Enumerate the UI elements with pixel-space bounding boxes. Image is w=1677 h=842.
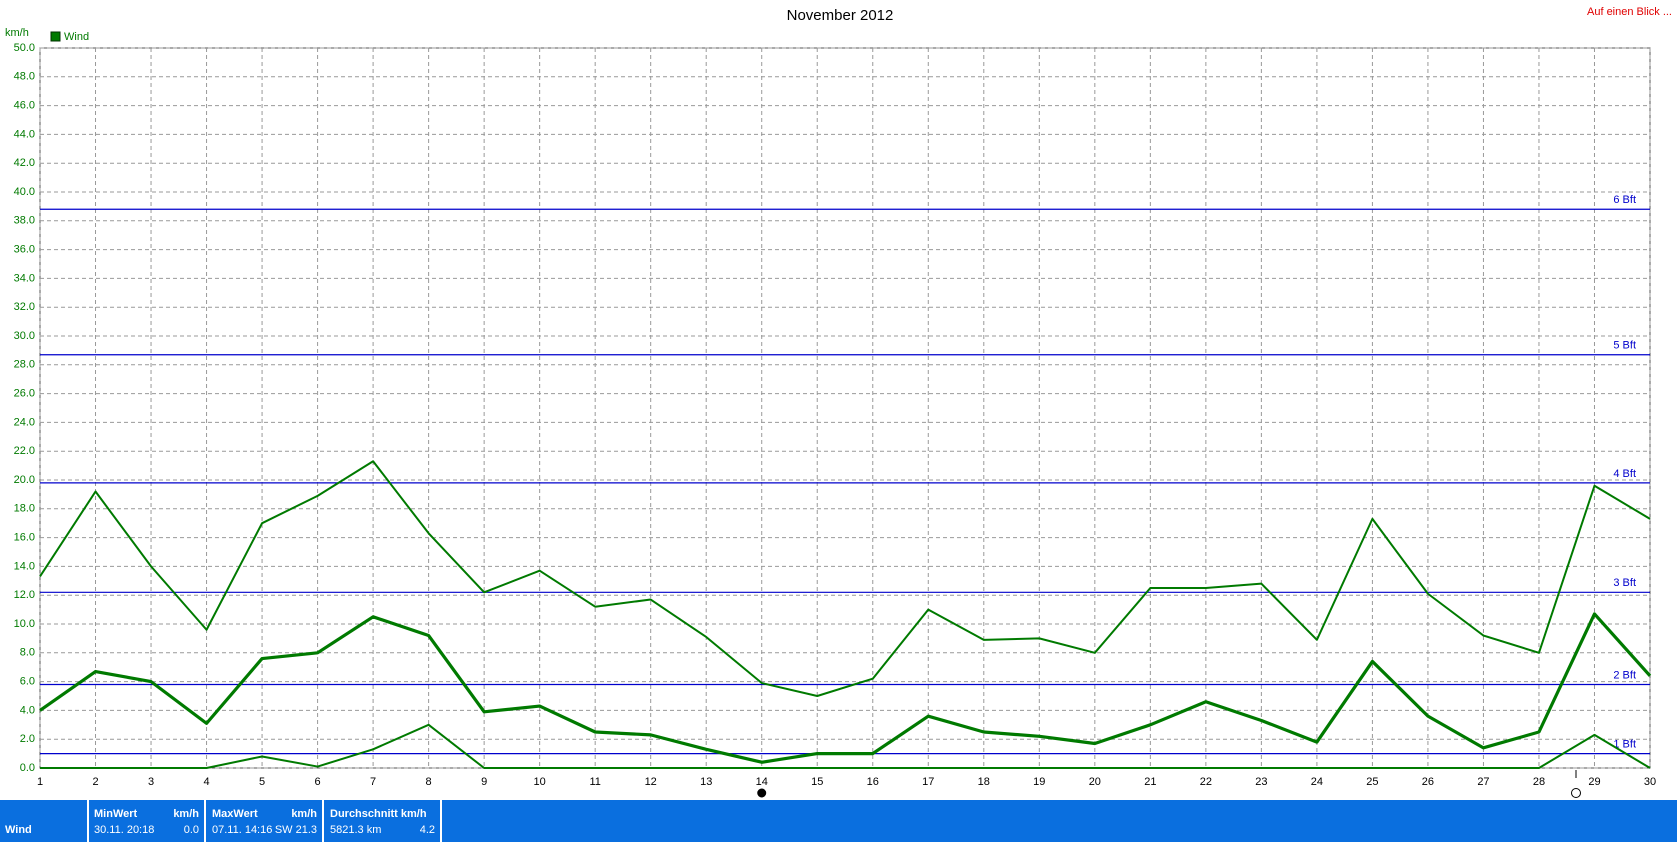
x-tick-label: 3: [148, 776, 154, 788]
y-unit: km/h: [5, 27, 29, 39]
x-tick-label: 16: [867, 776, 879, 788]
reference-label: 4 Bft: [1613, 468, 1636, 480]
y-tick-label: 32.0: [14, 301, 35, 313]
x-tick-label: 11: [589, 776, 600, 788]
x-tick-label: 27: [1477, 776, 1489, 788]
x-tick-label: 25: [1366, 776, 1378, 788]
summary-min-value: 0.0: [184, 824, 199, 836]
x-tick-label: 24: [1311, 776, 1323, 788]
y-tick-label: 46.0: [14, 100, 35, 112]
summary-avg-distance: 5821.3 km: [330, 824, 381, 836]
summary-max-title: MaxWert: [212, 808, 258, 820]
x-tick-label: 29: [1588, 776, 1600, 788]
wind-line: [40, 723, 1651, 769]
y-tick-label: 0.0: [20, 762, 35, 774]
x-tick-label: 12: [645, 776, 657, 788]
summary-label: Wind: [5, 824, 32, 836]
y-tick-label: 22.0: [14, 445, 35, 457]
plot-frame: [39, 47, 1651, 769]
x-tick-label: 1: [37, 776, 43, 788]
x-tick-label: 9: [481, 776, 487, 788]
y-tick-label: 38.0: [14, 215, 35, 227]
x-tick-label: 10: [534, 776, 546, 788]
reference-label: 5 Bft: [1613, 340, 1636, 352]
legend-swatch: [50, 31, 61, 42]
y-tick-label: 24.0: [14, 416, 35, 428]
x-tick-label: 17: [922, 776, 934, 788]
x-tick-label: 22: [1200, 776, 1212, 788]
x-tick-label: 8: [426, 776, 432, 788]
y-tick-label: 12.0: [14, 589, 35, 601]
summary-avg-value: 4.2: [420, 824, 435, 836]
summary-separators: [87, 800, 442, 842]
y-tick-label: 36.0: [14, 244, 35, 256]
moon-icon: [1571, 788, 1581, 798]
overview-link[interactable]: Auf einen Blick ...: [1587, 6, 1672, 18]
summary-max-value: SW 21.3: [275, 824, 317, 836]
y-tick-label: 2.0: [20, 733, 35, 745]
x-tick-label: 15: [811, 776, 823, 788]
x-tick-label: 26: [1422, 776, 1434, 788]
x-tick-label: 7: [370, 776, 376, 788]
moon-icon: [757, 788, 767, 798]
reference-label: 2 Bft: [1613, 669, 1636, 681]
x-tick-label: 5: [259, 776, 265, 788]
y-tick-label: 18.0: [14, 503, 35, 515]
summary-max-unit: km/h: [291, 808, 317, 820]
y-tick-label: 34.0: [14, 272, 35, 284]
reference-label: 3 Bft: [1613, 577, 1636, 589]
summary-min-when: 30.11. 20:18: [94, 824, 154, 836]
x-tick-label: 14: [756, 776, 768, 788]
x-tick-label: 13: [700, 776, 712, 788]
x-tick-label: 23: [1255, 776, 1267, 788]
y-tick-label: 40.0: [14, 186, 35, 198]
summary-bar: [0, 800, 1677, 842]
wind-line: [39, 612, 1652, 764]
summary-min-title: MinWert: [94, 808, 138, 820]
x-tick-label: 18: [978, 776, 990, 788]
y-tick-label: 44.0: [14, 128, 35, 140]
summary-min-unit: km/h: [173, 808, 199, 820]
y-tick-label: 26.0: [14, 388, 35, 400]
y-tick-label: 28.0: [14, 359, 35, 371]
summary-avg-title: Durchschnitt km/h: [330, 808, 427, 820]
y-tick-label: 8.0: [20, 647, 35, 659]
reference-label: 1 Bft: [1613, 739, 1636, 751]
wind-line: [39, 460, 1651, 697]
x-tick-label: 19: [1033, 776, 1045, 788]
summary-max-when: 07.11. 14:16: [212, 824, 272, 836]
y-tick-label: 14.0: [14, 560, 35, 572]
y-tick-label: 16.0: [14, 532, 35, 544]
y-tick-label: 10.0: [14, 618, 35, 630]
x-tick-label: 20: [1089, 776, 1101, 788]
x-tick-label: 4: [203, 776, 209, 788]
y-tick-label: 50.0: [14, 42, 35, 54]
x-tick-label: 2: [92, 776, 98, 788]
x-tick-label: 21: [1144, 776, 1156, 788]
legend-label: Wind: [64, 31, 89, 43]
reference-label: 6 Bft: [1613, 194, 1636, 206]
chart-title: November 2012: [787, 7, 894, 24]
x-tick-label: 28: [1533, 776, 1545, 788]
y-tick-label: 48.0: [14, 71, 35, 83]
y-tick-label: 30.0: [14, 330, 35, 342]
y-tick-label: 42.0: [14, 157, 35, 169]
y-tick-label: 20.0: [14, 474, 35, 486]
y-tick-label: 4.0: [20, 704, 35, 716]
x-tick-label: 6: [315, 776, 321, 788]
x-tick-label: 30: [1644, 776, 1656, 788]
y-tick-label: 6.0: [20, 676, 35, 688]
